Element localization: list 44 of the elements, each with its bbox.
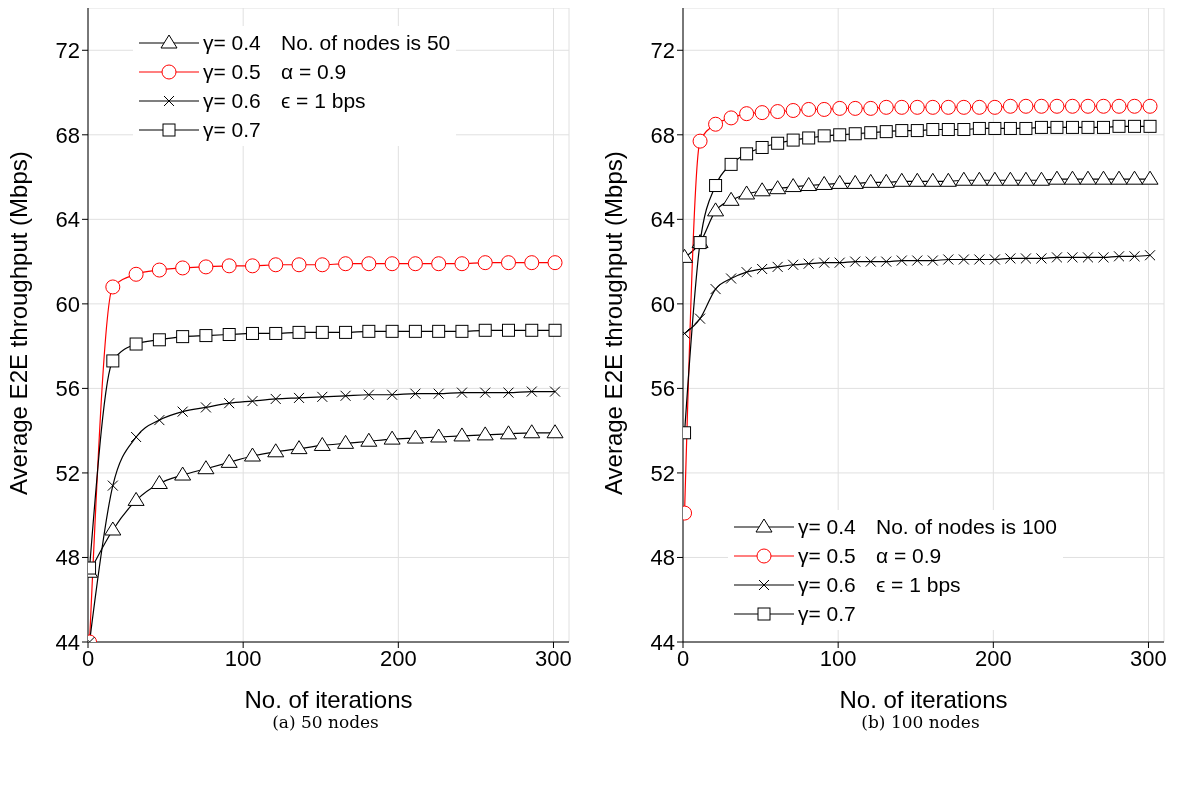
legend-label: γ= 0.4 [203,30,262,55]
legend-label: γ= 0.7 [203,117,262,142]
annotation: ϵ = 1 bps [281,88,366,113]
y-tick-label: 72 [650,38,675,64]
y-tick-label: 44 [650,629,675,655]
y-tick-label: 68 [55,122,80,148]
y-tick-label: 72 [55,38,80,64]
text: (a) 50 nodes [271,712,380,732]
legend-label: γ= 0.7 [798,601,857,626]
y-tick-label: 64 [55,207,80,233]
annotation: No. of nodes is 50 [281,30,451,55]
legend-label: γ= 0.5 [798,543,857,568]
legend-label: γ= 0.5 [203,59,262,84]
legend-label: γ= 0.6 [798,572,857,597]
x-tick-label: 200 [974,645,1012,671]
y-tick-label: 44 [55,629,80,655]
annotation: No. of nodes is 100 [876,514,1057,539]
legend-label: γ= 0.4 [798,514,857,539]
y-tick-label: 60 [650,291,675,317]
x-tick-label: 0 [81,645,95,671]
y-tick-label: 52 [650,460,675,486]
x-tick-label: 300 [1130,645,1167,671]
x-tick-label: 0 [676,645,690,671]
y-tick-label: 60 [55,291,80,317]
y-tick-label: 64 [650,207,675,233]
x-tick-label: 200 [379,645,417,671]
annotation: α = 0.9 [876,543,942,568]
y-tick-label: 52 [55,460,80,486]
x-tick-label: 100 [224,645,262,671]
y-tick-label: 56 [650,376,675,402]
y-tick-label: 48 [650,545,675,571]
text: (b) 100 nodes [860,712,981,732]
annotation: α = 0.9 [281,59,347,84]
y-axis-title: Average E2E throughput (Mbps) [4,151,32,495]
y-tick-label: 48 [55,545,80,571]
y-tick-label: 68 [650,122,675,148]
x-tick-label: 300 [535,645,572,671]
annotation: ϵ = 1 bps [876,572,961,597]
x-axis-title: No. of iterations [244,686,413,713]
x-axis-title: No. of iterations [839,686,1008,713]
y-tick-label: 56 [55,376,80,402]
y-axis-title: Average E2E throughput (Mbps) [599,151,627,495]
legend-label: γ= 0.6 [203,88,262,113]
x-tick-label: 100 [819,645,857,671]
